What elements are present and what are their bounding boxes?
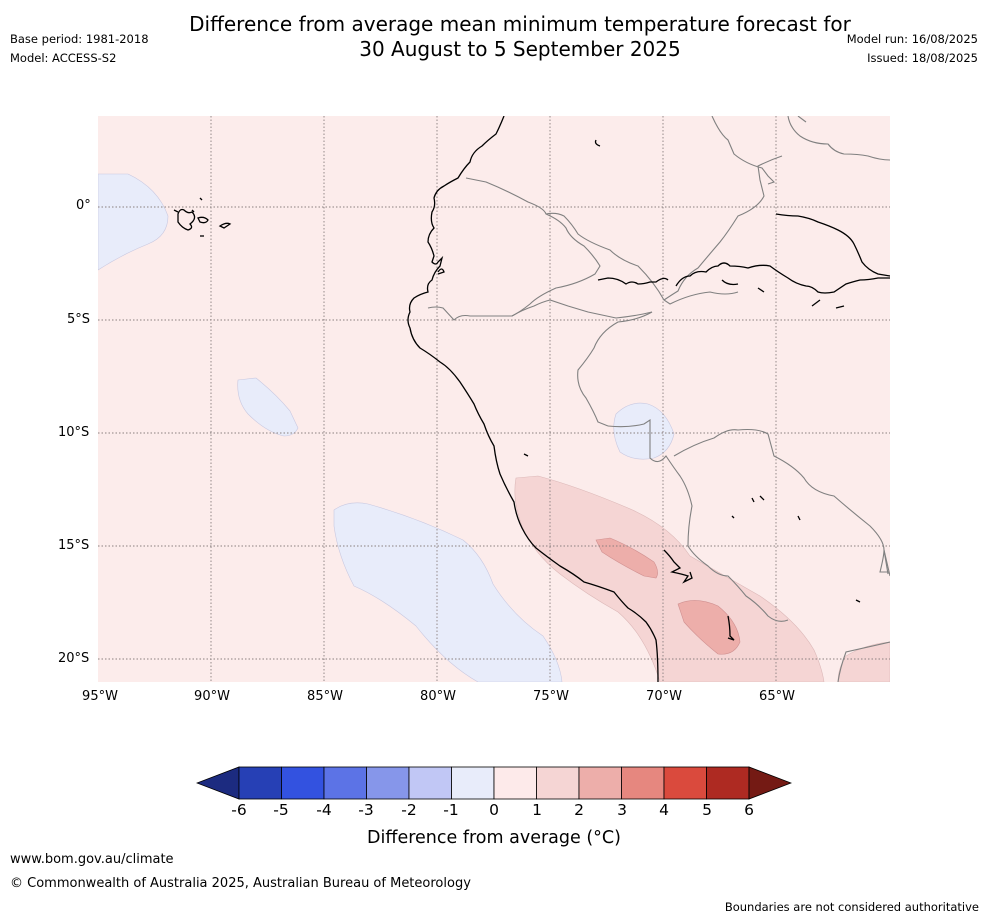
- colorbar-cell: [706, 766, 750, 800]
- lon-label-95w: 95°W: [82, 689, 118, 704]
- colorbar-tick--4: -4: [316, 801, 332, 819]
- lon-label-90w: 90°W: [194, 689, 230, 704]
- lat-label-15s: 15°S: [58, 538, 90, 553]
- model-run-text: Model run: 16/08/2025: [846, 32, 978, 46]
- title-line-1: Difference from average mean minimum tem…: [189, 12, 851, 36]
- colorbar-cells: [196, 766, 792, 800]
- lat-label-20s: 20°S: [58, 651, 90, 666]
- lat-label-5s: 5°S: [67, 312, 91, 327]
- colorbar-cell: [663, 766, 707, 800]
- issued-text: Issued: 18/08/2025: [867, 51, 978, 65]
- model-text: Model: ACCESS-S2: [10, 51, 117, 65]
- lon-label-85w: 85°W: [307, 689, 343, 704]
- colorbar-tick--3: -3: [358, 801, 374, 819]
- anomaly-region-neg-offshore-south: [333, 502, 563, 682]
- colorbar-arrow-right: [748, 766, 792, 800]
- anomaly-region-1-2-andes: [514, 475, 825, 682]
- chart-title: Difference from average mean minimum tem…: [0, 12, 988, 62]
- anomaly-region-neg-galapagos: [98, 173, 169, 271]
- base-period-text: Base period: 1981-2018: [10, 32, 149, 46]
- lon-label-80w: 80°W: [420, 689, 456, 704]
- colorbar-tick-4: 4: [659, 801, 669, 819]
- lat-label-10s: 10°S: [58, 425, 90, 440]
- colorbar-tick--1: -1: [443, 801, 459, 819]
- colorbar-cell: [451, 766, 495, 800]
- colorbar-label: Difference from average (°C): [367, 828, 621, 848]
- colorbar-cell: [238, 766, 282, 800]
- colorbar-tick--6: -6: [231, 801, 247, 819]
- colorbar: [196, 766, 792, 800]
- colorbar-tick-0: 0: [489, 801, 499, 819]
- anomaly-region-neg-inland: [613, 402, 675, 460]
- lon-label-70w: 70°W: [646, 689, 682, 704]
- lon-label-65w: 65°W: [759, 689, 795, 704]
- colorbar-tick-1: 1: [532, 801, 542, 819]
- anomaly-region-2-3-north: [595, 537, 658, 579]
- lat-label-0: 0°: [76, 198, 91, 213]
- colorbar-cell: [281, 766, 325, 800]
- anomaly-region-2-3-altiplano: [677, 600, 741, 655]
- colorbar-cell: [536, 766, 580, 800]
- country-borders: [427, 116, 890, 682]
- website-link[interactable]: www.bom.gov.au/climate: [10, 852, 174, 867]
- gridlines: [98, 116, 890, 682]
- copyright-text: © Commonwealth of Australia 2025, Austra…: [10, 876, 471, 891]
- coastline: [173, 116, 890, 682]
- colorbar-cell: [366, 766, 410, 800]
- disclaimer-text: Boundaries are not considered authoritat…: [724, 900, 979, 914]
- colorbar-tick-6: 6: [744, 801, 754, 819]
- colorbar-tick-2: 2: [574, 801, 584, 819]
- colorbar-tick--5: -5: [273, 801, 289, 819]
- colorbar-cell: [621, 766, 665, 800]
- colorbar-cell: [578, 766, 622, 800]
- colorbar-tick--2: -2: [401, 801, 417, 819]
- colorbar-arrow-left: [196, 766, 240, 800]
- anomaly-region-neg-offshore-west: [237, 377, 299, 437]
- forecast-map: [98, 116, 890, 682]
- colorbar-tick-3: 3: [617, 801, 627, 819]
- title-line-2: 30 August to 5 September 2025: [359, 37, 681, 61]
- colorbar-cell: [493, 766, 537, 800]
- colorbar-cell: [323, 766, 367, 800]
- colorbar-tick-5: 5: [702, 801, 712, 819]
- lon-label-75w: 75°W: [533, 689, 569, 704]
- colorbar-cell: [408, 766, 452, 800]
